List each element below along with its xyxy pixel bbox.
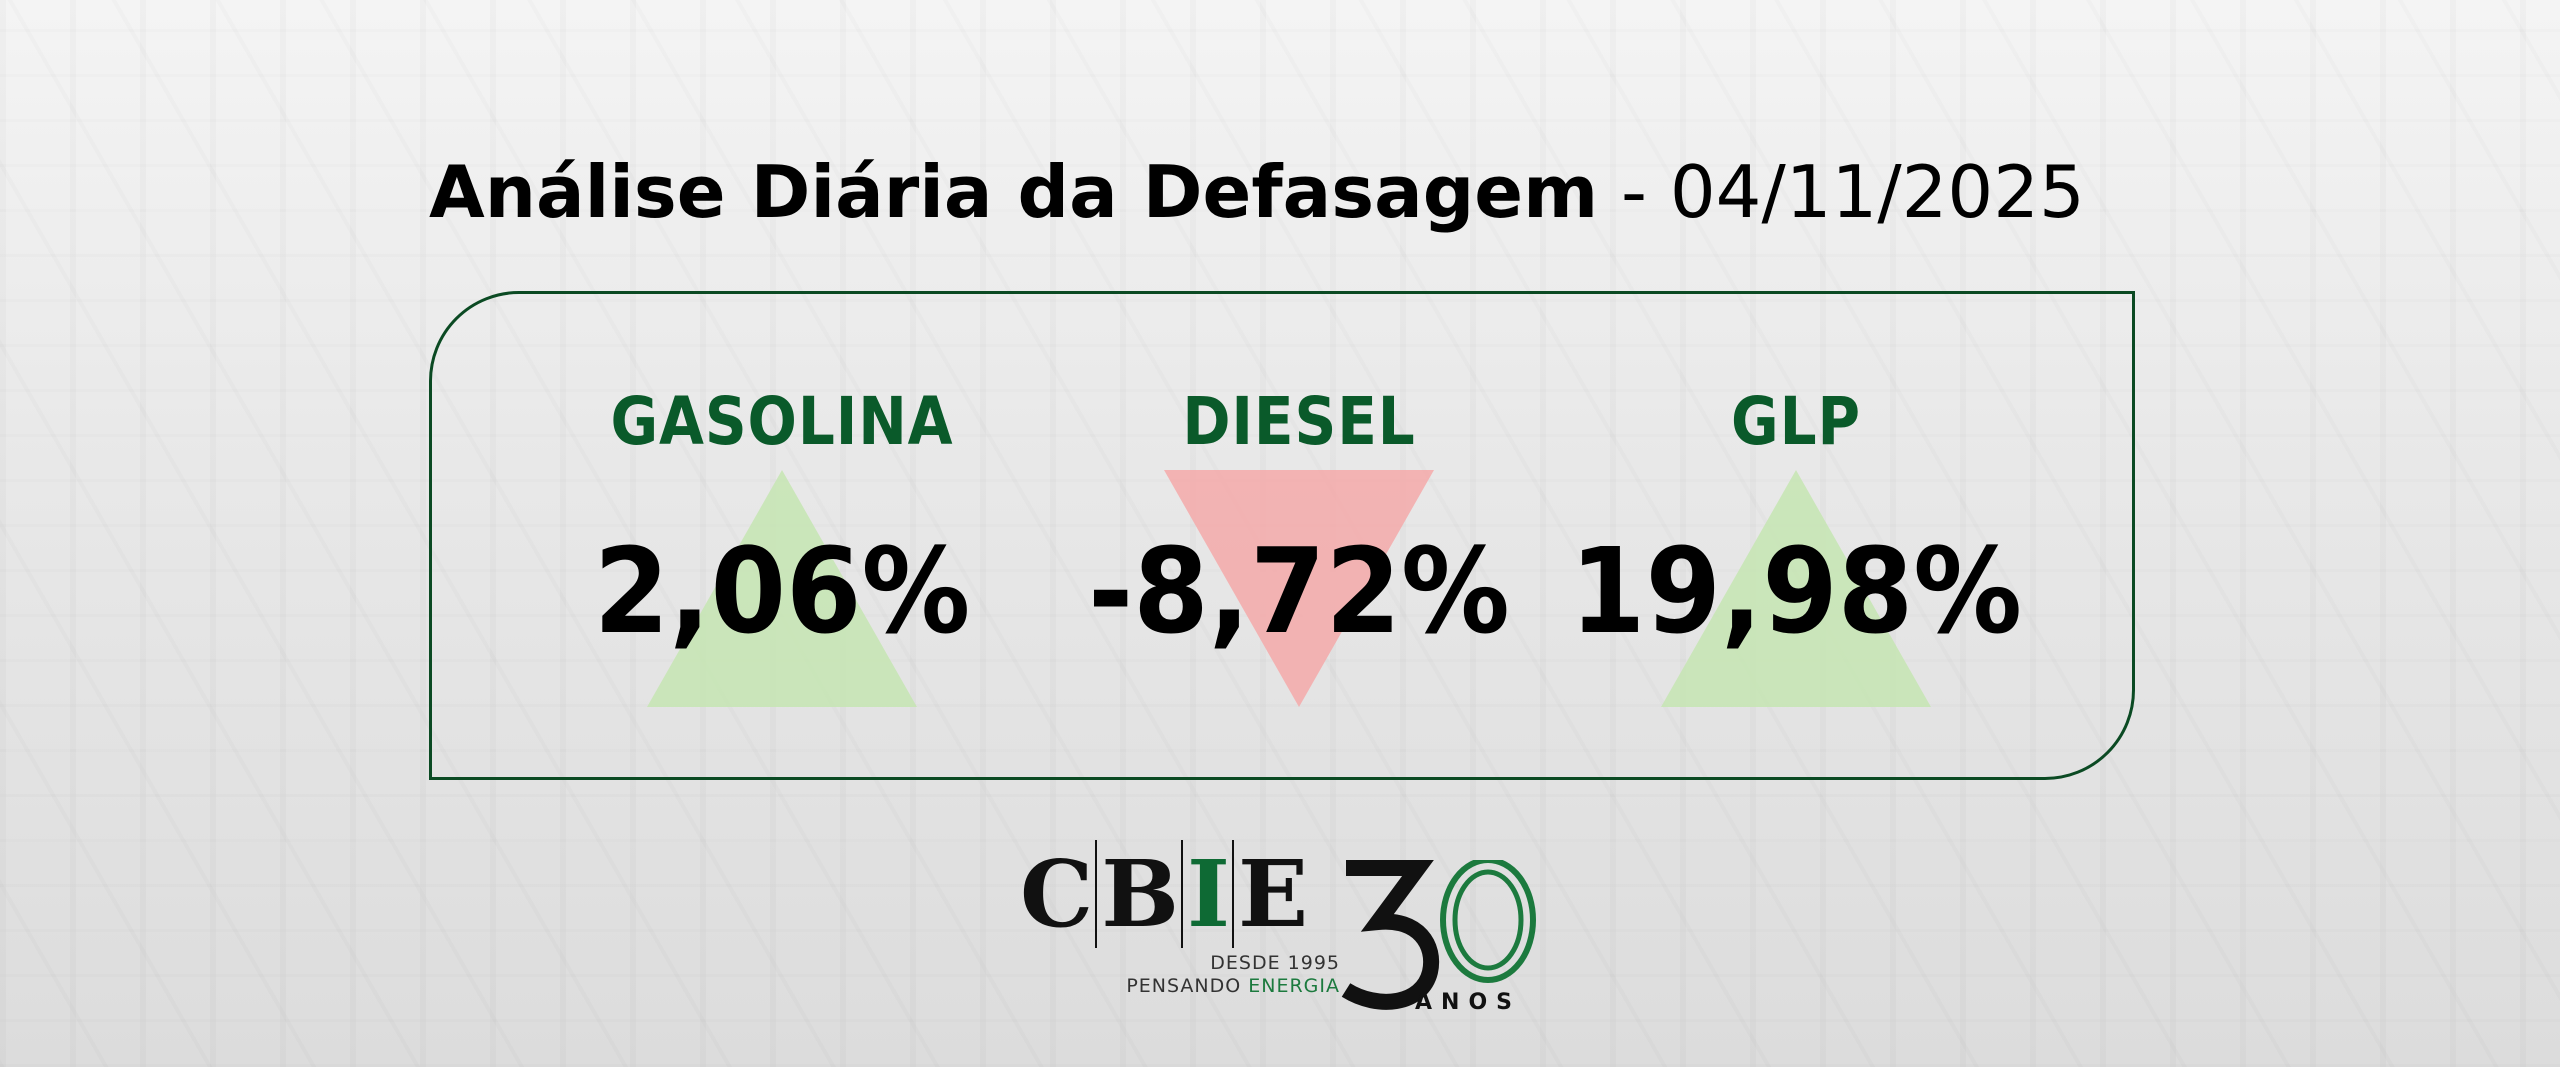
indicator-value: 2,06% bbox=[593, 522, 971, 660]
indicator-value: 19,98% bbox=[1569, 522, 2023, 660]
indicator-label: DIESEL bbox=[1182, 383, 1416, 460]
indicators-panel bbox=[429, 291, 2135, 780]
arrow-down-icon bbox=[1164, 470, 1434, 707]
title-main: Análise Diária da Defasagem bbox=[429, 150, 1599, 234]
indicator-label: GASOLINA bbox=[610, 383, 954, 460]
arrow-up-icon bbox=[1661, 470, 1931, 707]
logo-since: DESDE 1995 bbox=[1210, 952, 1340, 974]
title-date: 04/11/2025 bbox=[1669, 150, 2085, 234]
indicator-value: -8,72% bbox=[1088, 522, 1510, 660]
logo-tagline: PENSANDO ENERGIA bbox=[1126, 975, 1340, 997]
thirty-years-mark bbox=[1341, 860, 1536, 1010]
page-title: Análise Diária da Defasagem - 04/11/2025 bbox=[429, 150, 2085, 234]
arrow-up-icon bbox=[647, 470, 917, 707]
logo-anos: ANOS bbox=[1415, 990, 1521, 1015]
indicator-label: GLP bbox=[1731, 383, 1861, 460]
title-separator: - bbox=[1598, 150, 1670, 234]
